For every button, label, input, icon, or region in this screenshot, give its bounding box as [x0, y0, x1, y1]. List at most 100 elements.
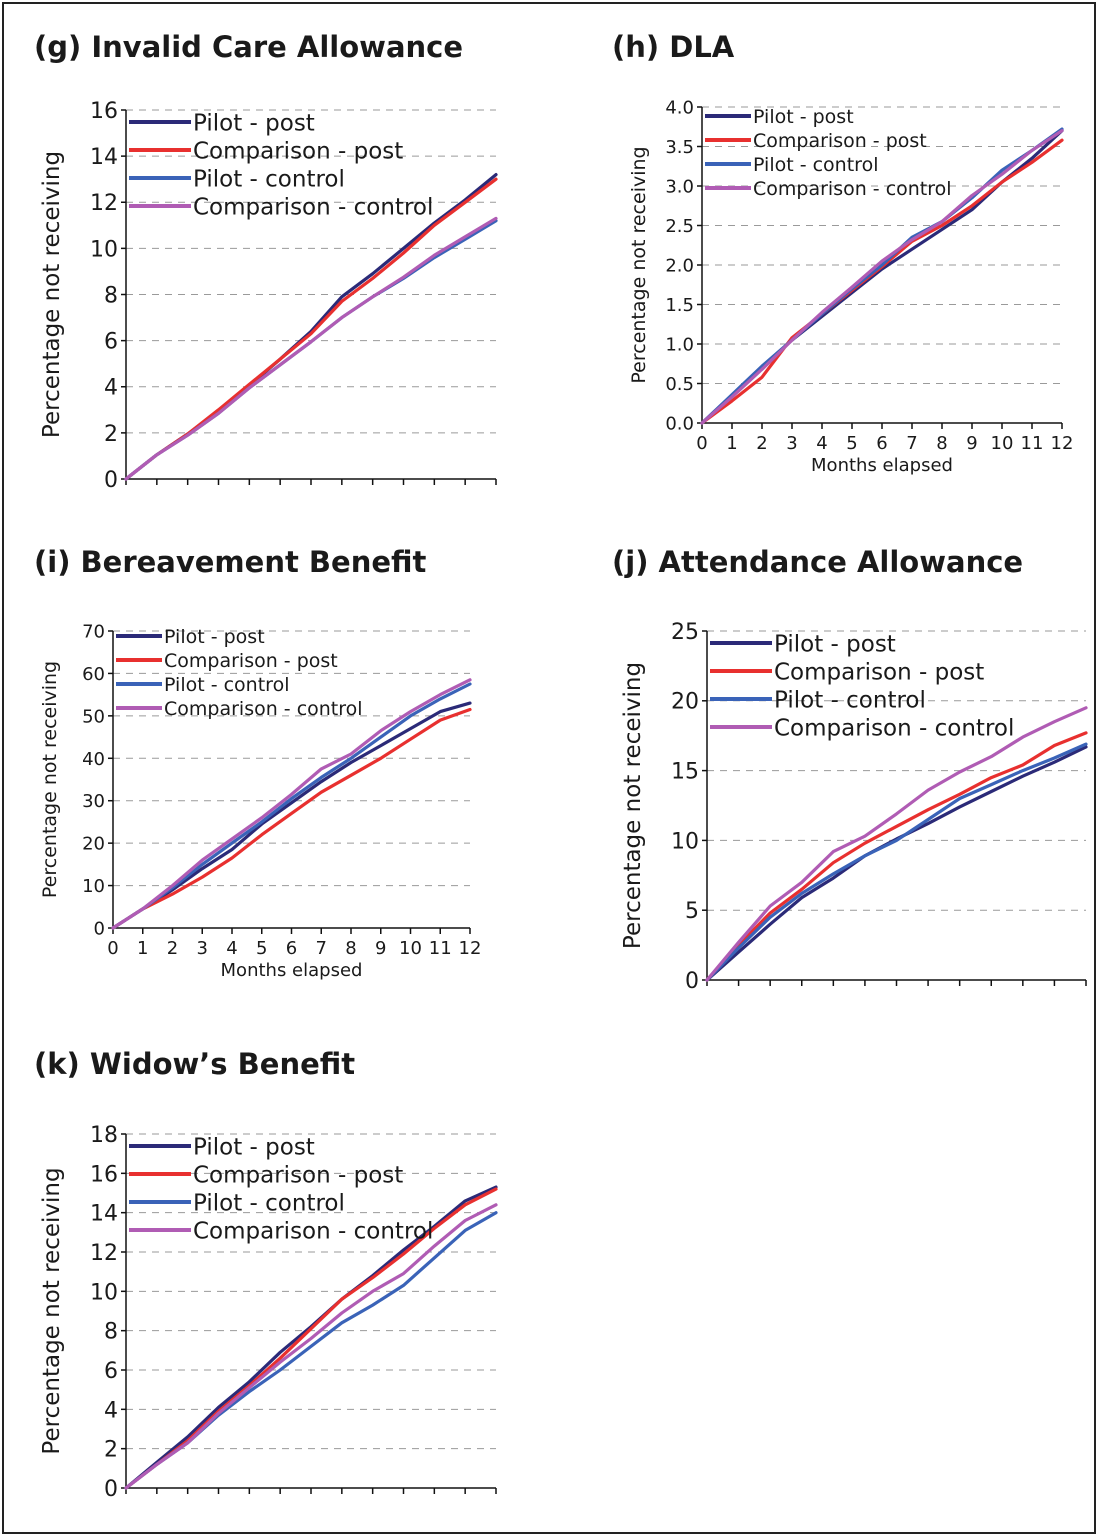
x-tick-label: 6: [286, 938, 297, 959]
legend-label-comparison-control: Comparison - control: [753, 178, 952, 200]
y-tick-label: 50: [82, 706, 105, 727]
legend-label-comparison-control: Comparison - control: [164, 698, 363, 720]
y-tick-label: 12: [90, 191, 118, 216]
legend-label-comparison-control: Comparison - control: [774, 715, 1014, 741]
legend-label-pilot-control: Pilot - control: [753, 154, 878, 176]
x-tick-label: 4: [226, 938, 237, 959]
y-tick-label: 15: [671, 760, 699, 785]
x-tick-label: 7: [316, 938, 327, 959]
x-tick-label: 1: [726, 433, 737, 454]
x-tick-label: 12: [459, 938, 482, 959]
series-line-comparison-control: [705, 706, 1088, 982]
x-tick-label: 11: [1021, 433, 1044, 454]
y-tick-label: 6: [104, 1359, 118, 1384]
y-tick-label: 3.0: [665, 176, 694, 197]
legend-label-pilot-control: Pilot - control: [774, 687, 926, 713]
series-line-pilot-control: [111, 682, 472, 930]
y-tick-label: 1.0: [665, 334, 694, 355]
y-tick-label: 30: [82, 791, 105, 812]
legend-label-pilot-post: Pilot - post: [753, 106, 854, 128]
x-tick-label: 3: [786, 433, 797, 454]
x-tick-label: 8: [936, 433, 947, 454]
legend-label-pilot-control: Pilot - control: [164, 674, 289, 696]
series-line-comparison-control: [124, 1203, 498, 1490]
legend-label-pilot-control: Pilot - control: [193, 166, 345, 192]
y-tick-label: 1.5: [665, 295, 694, 316]
series-line-comparison-control: [124, 216, 498, 481]
y-tick-label: 8: [104, 283, 118, 308]
x-tick-label: 9: [375, 938, 386, 959]
chart-attendance-allowance: 0 5 10 15 20 25 Percentage not receiving Pilot …: [620, 620, 1088, 994]
y-axis-label: Percentage not receiving: [620, 662, 646, 949]
legend-label-pilot-post: Pilot - post: [193, 1134, 315, 1160]
chart-dla: 0.00.51.01.52.02.53.03.54.00 1 2 3 4 5 6 7 8 9 10 1…: [628, 97, 1074, 476]
y-tick-label: 60: [82, 664, 105, 685]
y-tick-label: 25: [671, 620, 699, 645]
x-tick-label: 11: [429, 938, 452, 959]
y-axis-label: Percentage not receiving: [39, 661, 61, 898]
x-tick-label: 10: [991, 433, 1014, 454]
legend-label-comparison-control: Comparison - control: [193, 1218, 433, 1244]
y-axis-label: Percentage not receiving: [39, 1167, 65, 1454]
x-tick-label: 5: [256, 938, 267, 959]
y-tick-label: 20: [82, 834, 105, 855]
legend-label-pilot-post: Pilot - post: [164, 626, 265, 648]
x-tick-label: 10: [399, 938, 422, 959]
legend-label-comparison-post: Comparison - post: [164, 650, 338, 672]
y-tick-label: 40: [82, 749, 105, 770]
legend-label-pilot-control: Pilot - control: [193, 1190, 345, 1216]
panel-title-g: (g) Invalid Care Allowance: [34, 30, 464, 64]
series-line-pilot-control: [705, 742, 1088, 982]
series-line-comparison-post: [705, 731, 1088, 982]
series-line-comparison-post: [111, 707, 472, 930]
y-tick-label: 16: [90, 99, 118, 124]
y-tick-label: 2: [104, 1438, 118, 1463]
y-tick-label: 10: [90, 1280, 118, 1305]
y-tick-label: 0: [104, 468, 118, 493]
x-tick-label: 9: [966, 433, 977, 454]
y-tick-label: 0: [104, 1477, 118, 1502]
x-tick-label: 0: [107, 938, 118, 959]
panel-title-j: (j) Attendance Allowance: [612, 545, 1024, 579]
y-tick-label: 4: [104, 1398, 118, 1423]
y-tick-label: 20: [671, 690, 699, 715]
y-tick-label: 2.0: [665, 255, 694, 276]
y-tick-label: 12: [90, 1241, 118, 1266]
legend-label-pilot-post: Pilot - post: [774, 631, 896, 657]
x-axis-label: Months elapsed: [811, 455, 953, 476]
y-tick-label: 14: [90, 145, 118, 170]
y-tick-label: 10: [671, 829, 699, 854]
panel-title-i: (i) Bereavement Benefit: [34, 545, 427, 579]
y-tick-label: 2: [104, 422, 118, 447]
x-tick-label: 1: [137, 938, 148, 959]
y-tick-label: 10: [90, 237, 118, 262]
legend-label-comparison-post: Comparison - post: [193, 1162, 403, 1188]
y-tick-label: 10: [82, 876, 105, 897]
x-tick-label: 6: [876, 433, 887, 454]
y-tick-label: 5: [685, 899, 699, 924]
legend-label-comparison-post: Comparison - post: [753, 130, 927, 152]
y-tick-label: 0.0: [665, 413, 694, 434]
y-tick-label: 3.5: [665, 137, 694, 158]
series-line-pilot-post: [111, 701, 472, 930]
x-tick-label: 8: [345, 938, 356, 959]
series-line-pilot-control: [700, 127, 1064, 425]
x-tick-label: 2: [756, 433, 767, 454]
y-tick-label: 0: [685, 969, 699, 994]
legend-label-comparison-post: Comparison - post: [193, 138, 403, 164]
y-tick-label: 4: [104, 376, 118, 401]
x-tick-label: 5: [846, 433, 857, 454]
y-tick-label: 0: [94, 918, 105, 939]
y-tick-label: 14: [90, 1202, 118, 1227]
x-tick-label: 2: [167, 938, 178, 959]
series-line-comparison-control: [700, 129, 1064, 425]
y-tick-label: 6: [104, 330, 118, 355]
x-tick-label: 12: [1051, 433, 1074, 454]
panel-title-h: (h) DLA: [612, 30, 735, 64]
chart-invalid-care-allowance: 0 2 4 6 8 10 12 14 16 Percentage not receiving Pil…: [39, 99, 498, 493]
y-tick-label: 70: [82, 621, 105, 642]
legend-label-pilot-post: Pilot - post: [193, 110, 315, 136]
legend-label-comparison-control: Comparison - control: [193, 194, 433, 220]
chart-widows-benefit: 0 2 4 6 8 10 12 14 16 18 Percentage not receiving P…: [39, 1123, 498, 1502]
